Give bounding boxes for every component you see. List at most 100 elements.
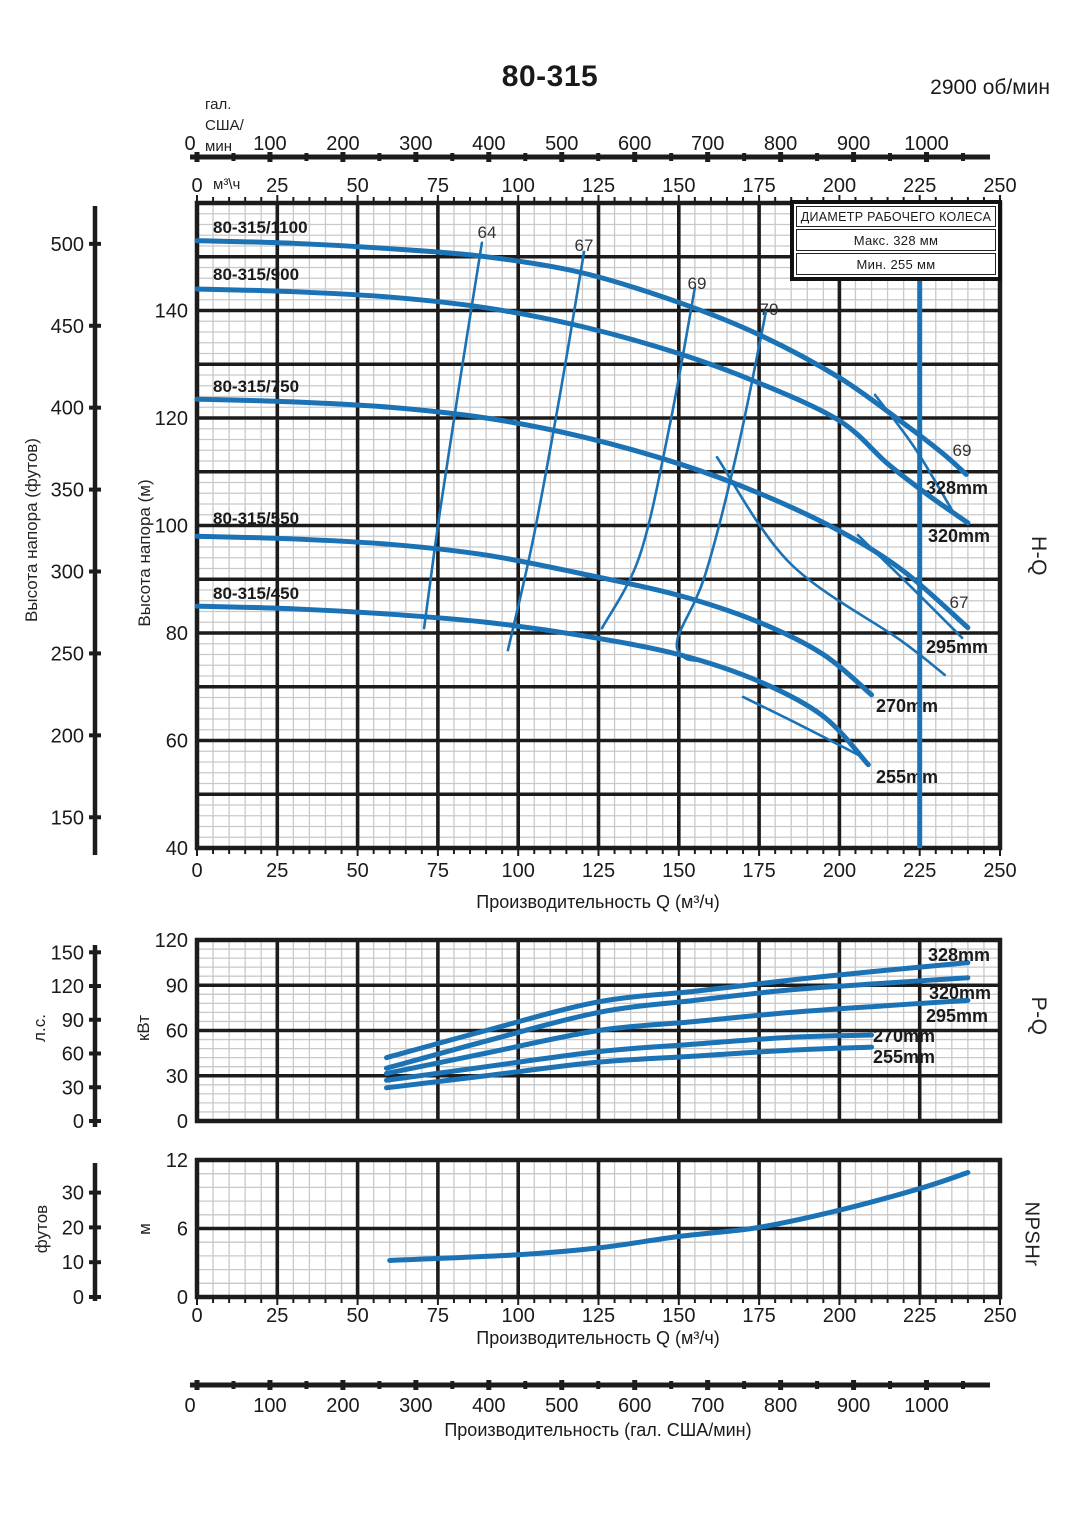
gal-tick-label: 900	[837, 1395, 870, 1417]
pq-grid	[194, 937, 1003, 1124]
m3h-top-tick-label: 175	[742, 175, 775, 197]
head-m-tick-label: 60	[166, 731, 188, 753]
m3h-top-tick-label: 0	[191, 175, 202, 197]
gal-axis-unit: гал. США/ мин	[205, 94, 244, 157]
m3h-axis-unit: м³\ч	[213, 176, 241, 193]
efficiency-line-69	[600, 286, 697, 630]
main-bottom-tick-label: 100	[502, 860, 535, 882]
head-ft-tick-label: 500	[51, 234, 84, 256]
power-kw-axis-label: кВт	[134, 1015, 153, 1041]
gal-tick-label: 0	[184, 1395, 195, 1417]
npshr-bottom-tick-label: 75	[427, 1305, 449, 1327]
efficiency-label-69-5: 69	[953, 441, 972, 460]
gal-tick-label: 100	[253, 1395, 286, 1417]
npshr-bottom-tick-label: 250	[983, 1305, 1016, 1327]
npsh-ft-axis-label: футов	[32, 1204, 51, 1254]
gal-tick-label: 600	[618, 133, 651, 155]
npsh-m-axis-label: м	[135, 1223, 154, 1235]
npsh-m-tick-label: 12	[166, 1150, 188, 1172]
efficiency-label-67-6: 67	[950, 593, 969, 612]
head-m-tick-label: 80	[166, 623, 188, 645]
hq-bottom-ticks	[196, 848, 1001, 856]
head-m-tick-label: 100	[155, 516, 188, 538]
power-hp-tick-label: 150	[51, 942, 84, 964]
m3h-top-tick-label: 100	[502, 175, 535, 197]
npshr-bottom-tick-label: 0	[191, 1305, 202, 1327]
main-x-axis-title: Производительность Q (м³/ч)	[476, 892, 720, 912]
page-title: 80-315	[501, 60, 599, 93]
hq-curve-80-315/900	[194, 286, 971, 526]
main-bottom-tick-label: 75	[427, 860, 449, 882]
legend-max-diameter: Макс. 328 мм	[796, 229, 996, 251]
gal-tick-label: 700	[691, 133, 724, 155]
impeller-diameter-label: 270mm	[873, 1026, 935, 1046]
gal-axis-bottom: 0 100 200 300 400 500 600 700 800 900 1000	[184, 1380, 990, 1417]
power-hp-tick-label: 30	[62, 1077, 84, 1099]
efficiency-line-67	[506, 250, 586, 652]
head-feet-scale: 500 450 400 350 300 250 200 150	[51, 206, 101, 855]
head-ft-tick-label: 150	[51, 807, 84, 829]
head-ft-tick-label: 250	[51, 643, 84, 665]
impeller-diameter-label: 270mm	[876, 696, 938, 716]
gal-tick-label: 100	[253, 133, 286, 155]
m3h-top-tick-label: 150	[662, 175, 695, 197]
head-ft-tick-label: 350	[51, 480, 84, 502]
impeller-diameter-label: 295mm	[926, 637, 988, 657]
curve-name-label: 80-315/750	[213, 377, 299, 396]
head-m-tick-label: 120	[155, 408, 188, 430]
main-bottom-tick-label: 150	[662, 860, 695, 882]
npsh-ft-tick-label: 0	[73, 1287, 84, 1309]
impeller-diameter-label: 255mm	[873, 1047, 935, 1067]
gal-axis-unit-line3: мин	[205, 138, 232, 155]
efficiency-label-64-0: 64	[478, 223, 497, 242]
pq-curve-295mm	[384, 997, 971, 1076]
npshr-curve-group	[387, 1170, 971, 1263]
gal-tick-label: 900	[837, 133, 870, 155]
gal-tick-label: 300	[399, 1395, 432, 1417]
npshr-curve	[387, 1170, 971, 1263]
gal-x-axis-title: Производительность (гал. США/мин)	[444, 1420, 752, 1440]
power-hp-scale: 150 120 90 60 30 0	[51, 942, 101, 1133]
main-bottom-tick-label: 0	[191, 860, 202, 882]
pq-curve-255mm	[384, 1044, 875, 1091]
main-bottom-tick-label: 125	[582, 860, 615, 882]
npsh-ft-tick-label: 30	[62, 1183, 84, 1205]
hq-grid	[194, 200, 1003, 851]
curve-name-label: 80-315/900	[213, 265, 299, 284]
npsh-ft-scale: 30 20 10 0	[62, 1163, 101, 1309]
npshr-bottom-tick-label: 50	[346, 1305, 368, 1327]
efficiency-lines: 64 67 69 70 69 67	[422, 223, 972, 759]
power-hp-tick-label: 120	[51, 976, 84, 998]
npshr-x-axis-title: Производительность Q (м³/ч)	[476, 1328, 720, 1348]
head-ft-tick-label: 450	[51, 316, 84, 338]
power-hp-tick-label: 60	[62, 1044, 84, 1066]
efficiency-line-64	[422, 241, 484, 630]
efficiency-line-branch	[741, 695, 865, 759]
efficiency-label-67-1: 67	[575, 236, 594, 255]
impeller-diameter-label: 328mm	[928, 945, 990, 965]
npshr-bottom-tick-label: 25	[266, 1305, 288, 1327]
m3h-top-tick-label: 50	[346, 175, 368, 197]
power-kw-tick-label: 30	[166, 1066, 188, 1088]
npshr-bottom-tick-label: 150	[662, 1305, 695, 1327]
gal-tick-label: 800	[764, 133, 797, 155]
npsh-m-tick-label: 6	[177, 1219, 188, 1241]
gal-tick-label: 600	[618, 1395, 651, 1417]
pq-plot-border	[194, 937, 1003, 1124]
npshr-bottom-tick-label: 225	[903, 1305, 936, 1327]
pump-speed: 2900 об/мин	[930, 76, 1050, 99]
gal-tick-label: 300	[399, 133, 432, 155]
hq-side-label: H-Q	[1027, 536, 1050, 576]
gal-axis-unit-line1: гал.	[205, 96, 232, 113]
head-feet-axis-label: Высота напора (футов)	[22, 438, 41, 622]
impeller-diameter-label: 255mm	[876, 767, 938, 787]
m3h-top-tick-label: 250	[983, 175, 1016, 197]
head-ft-tick-label: 300	[51, 562, 84, 584]
hq-curve-80-315/1100	[194, 238, 969, 477]
gal-tick-label: 800	[764, 1395, 797, 1417]
gal-tick-label: 1000	[904, 133, 949, 155]
npshr-grid	[194, 1157, 1003, 1300]
legend-title: ДИАМЕТР РАБОЧЕГО КОЛЕСА	[796, 206, 996, 227]
